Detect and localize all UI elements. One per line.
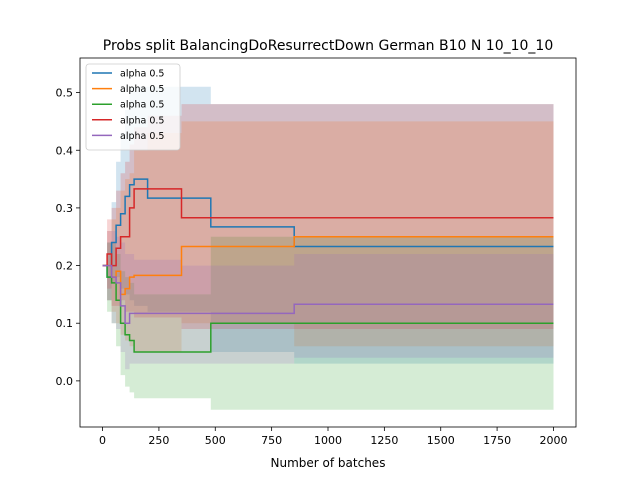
legend-entry-label: alpha 0.5: [120, 131, 164, 142]
legend-box: [85, 63, 181, 151]
x-tick-label: 500: [205, 434, 226, 447]
y-tick-label: 0.3: [56, 202, 74, 215]
legend-entry-label: alpha 0.5: [120, 84, 164, 95]
series-4-line: [102, 188, 554, 267]
x-tick-label: 1250: [370, 434, 398, 447]
series-5-line: [102, 264, 554, 324]
series-lines: [102, 178, 554, 353]
x-tick-label: 1500: [427, 434, 455, 447]
series-4-band: [102, 104, 554, 329]
y-tick-label: 0.2: [56, 260, 74, 273]
legend: alpha 0.5 alpha 0.5 alpha 0.5 alpha 0.5 alph…: [85, 63, 181, 151]
y-tick-label: 0.5: [56, 87, 74, 100]
y-tick-label: 0.0: [56, 375, 74, 388]
x-tick-label: 750: [261, 434, 282, 447]
y-tick-label: 0.1: [56, 317, 74, 330]
series-5-band: [102, 231, 554, 370]
x-tick-label: 1000: [314, 434, 342, 447]
legend-entry-label: alpha 0.5: [120, 100, 164, 111]
chart-title: Probs split BalancingDoResurrectDown Ger…: [103, 38, 553, 54]
axes: 0 250 500 750 1000 1250 1500 1750 2000 0.0 0.1 0.2 0…: [56, 57, 577, 447]
x-tick-label: 2000: [539, 434, 567, 447]
x-tick-label: 1750: [483, 434, 511, 447]
series-1-band: [102, 86, 554, 364]
x-axis-label: Number of batches: [271, 456, 386, 470]
x-tick-label: 0: [99, 434, 106, 447]
confidence-bands: [102, 86, 554, 410]
series-3-line: [102, 264, 554, 353]
legend-entry-label: alpha 0.5: [120, 115, 164, 126]
legend-entry-label: alpha 0.5: [120, 69, 164, 80]
x-tick-label: 250: [148, 434, 169, 447]
y-tick-label: 0.4: [56, 144, 74, 157]
